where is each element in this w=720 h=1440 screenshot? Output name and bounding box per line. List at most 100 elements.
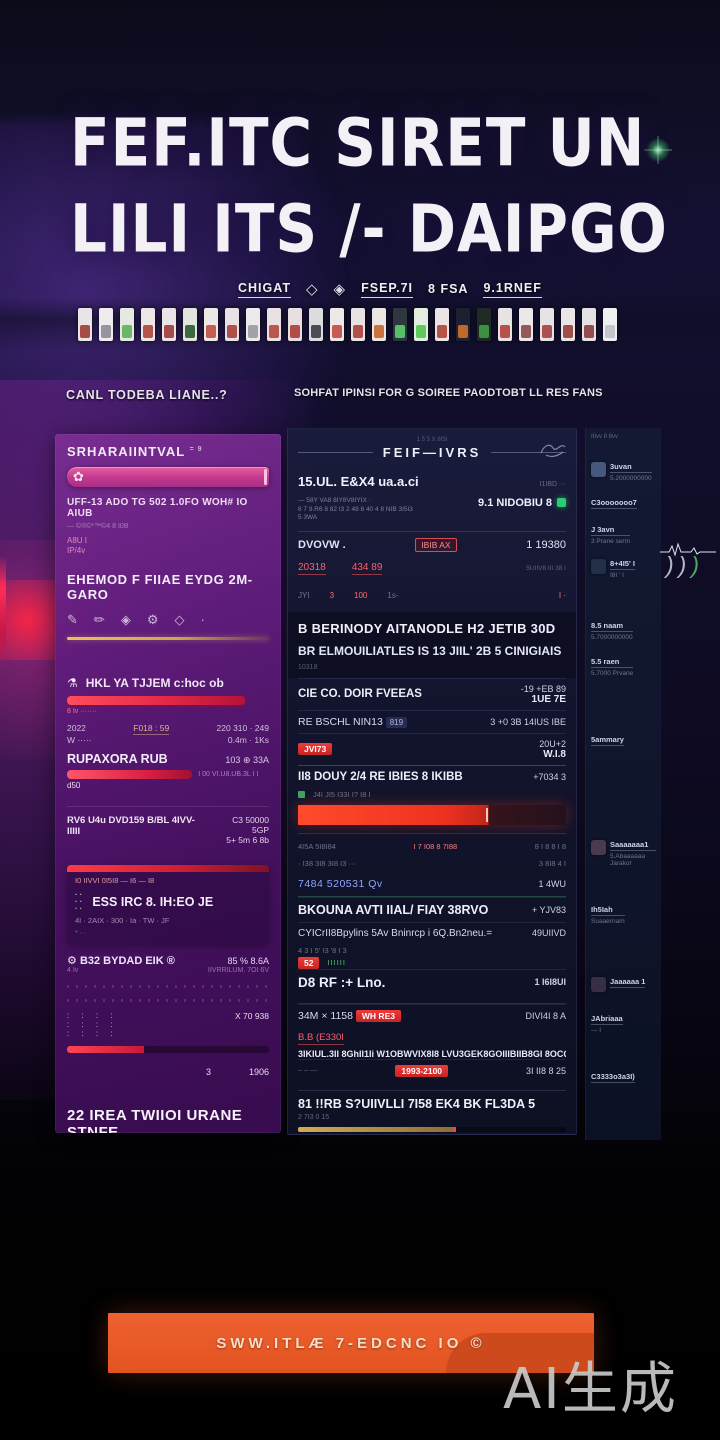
schedule-row[interactable]: D8 RF :+ Lno. 1 I6I8UI xyxy=(298,968,566,995)
schedule-row[interactable]: II8 DOUY 2/4 RE IBIES 8 IKIBB +7034 3 xyxy=(298,764,566,788)
frame-content xyxy=(416,325,426,338)
progress-track xyxy=(67,1046,269,1053)
avatar xyxy=(591,462,606,477)
row-value: 85 % 8.6A xyxy=(227,956,269,966)
sidebar-item[interactable]: Saaaaaaa1 5.Abaaaaaa Jarakor xyxy=(591,840,656,867)
film-frame-thumbnail[interactable] xyxy=(561,308,575,341)
film-frame-thumbnail[interactable] xyxy=(477,308,491,341)
ai-watermark: AI生成 xyxy=(503,1357,678,1422)
divider xyxy=(298,832,566,834)
film-frame-thumbnail[interactable] xyxy=(540,308,554,341)
center-row-1[interactable]: 15.UL. E&X4 ua.a.ci I1IBD ··· xyxy=(298,474,566,489)
frame-content xyxy=(164,325,174,338)
film-frame-thumbnail[interactable] xyxy=(99,308,113,341)
left-card[interactable]: I0 IIVVI 0I5I8 — I6 — I8 ·· ·· ·· ESS IRC … xyxy=(67,865,269,944)
row-value: +7034 3 xyxy=(533,771,566,782)
sidebar-item[interactable]: J 3avn 3 Prane serm xyxy=(591,525,656,545)
film-frame-thumbnail[interactable] xyxy=(456,308,470,341)
sidebar-item-sub: Suaaernam xyxy=(591,918,625,925)
tag-icon[interactable]: ◇ xyxy=(174,612,185,627)
film-frame-thumbnail[interactable] xyxy=(78,308,92,341)
film-frame-thumbnail[interactable] xyxy=(330,308,344,341)
sidebar-item-title: 3uvan xyxy=(610,462,652,473)
film-frame-thumbnail[interactable] xyxy=(162,308,176,341)
film-frame-thumbnail[interactable] xyxy=(498,308,512,341)
sidebar-item[interactable]: 8+4I5' I I8I ' I xyxy=(591,559,656,579)
film-frame-thumbnail[interactable] xyxy=(414,308,428,341)
frame-content xyxy=(605,325,615,338)
sub-value: IIVRRILUM. 7OI 6V xyxy=(207,967,269,974)
sub-tag: 4 Iv xyxy=(67,967,79,974)
film-frame-thumbnail[interactable] xyxy=(225,308,239,341)
film-frame-thumbnail[interactable] xyxy=(435,308,449,341)
green-dot xyxy=(298,790,305,798)
center-row-2[interactable]: DVOVW . IBIB AX 1 19380 xyxy=(298,537,566,552)
film-frame-thumbnail[interactable] xyxy=(288,308,302,341)
red-note: B.B (E330I xyxy=(298,1031,344,1045)
sidebar-item-text: C3333o3a3I) xyxy=(591,1072,635,1085)
card-title-row: ·· ·· ·· ESS IRC 8. IH:EO JE xyxy=(67,885,269,914)
diamond-icon[interactable]: ◈ xyxy=(120,612,131,627)
stat-year: 2022 xyxy=(67,723,86,733)
section-title: RUPAXORA RUB xyxy=(67,752,168,766)
film-frame-thumbnail[interactable] xyxy=(309,308,323,341)
film-frame-thumbnail[interactable] xyxy=(246,308,260,341)
nav-item-2[interactable]: FSEP.7I xyxy=(361,281,414,298)
stat-sub: W ····· xyxy=(67,735,92,745)
blue-value: 7484 520531 Qv xyxy=(298,877,383,890)
schedule-row[interactable]: JVI73 20U+2 W.I.8 xyxy=(298,732,566,765)
film-frame-thumbnail[interactable] xyxy=(393,308,407,341)
sidebar-item[interactable]: Jaaaaaa 1 xyxy=(591,977,656,992)
blue-row[interactable]: 7484 520531 Qv 1 4WU xyxy=(298,878,566,890)
frame-content xyxy=(269,325,279,338)
sidebar-item[interactable]: Ih5Iah Suaaernam xyxy=(591,905,656,925)
schedule-row[interactable]: BKOUNA AVTI IIAL/ FIAY 38RVO + YJV83 xyxy=(298,896,566,922)
red-chip: JVI73 xyxy=(298,743,333,755)
flower-icon: ✿ xyxy=(73,469,84,484)
sidebar-item[interactable]: 8.5 naam 5.7000000000 xyxy=(591,621,656,641)
website-banner-button[interactable]: SWW.ITLÆ 7-EDCNC IO © xyxy=(108,1313,594,1373)
sidebar-item[interactable]: JAbriaaa — I xyxy=(591,1014,656,1034)
film-frame-thumbnail[interactable] xyxy=(141,308,155,341)
pen-icon[interactable]: ✎ xyxy=(67,612,78,627)
film-frame-thumbnail[interactable] xyxy=(120,308,134,341)
left-row5[interactable]: ⚙ B32 BYDAD EIK ® 85 % 8.6A xyxy=(67,954,269,967)
sidebar-item[interactable]: C3ooooooo7 xyxy=(591,498,656,511)
nav-item-3[interactable]: 8 FSA xyxy=(428,282,469,296)
sidebar-item-text: 5.5 raen 5.7000 Prvane xyxy=(591,657,634,677)
token: 4I5A 5I8I84 xyxy=(298,841,336,851)
token-row: J4I JI5 I33I I? I8 I xyxy=(298,790,566,799)
token: 3 8I8 4 I xyxy=(538,858,566,868)
schedule-row[interactable]: RE BSCHL NIN13 819 3 +0 3B 14IUS IBE xyxy=(298,709,566,733)
film-frame-thumbnail[interactable] xyxy=(603,308,617,341)
film-frame-thumbnail[interactable] xyxy=(183,308,197,341)
schedule-row[interactable]: CIE CO. DOIR FVEEAS -19 +EB 89 1UE 7E xyxy=(298,677,566,710)
banner-label: SWW.ITLÆ 7-EDCNC IO © xyxy=(216,1334,486,1352)
sidebar-item-text: C3ooooooo7 xyxy=(591,498,637,511)
sidebar-item-sub: 5.7000000000 xyxy=(591,634,633,641)
schedule-row[interactable]: – – –– 1993-2100 3I II8 8 25 xyxy=(298,1058,566,1082)
green-status-chip xyxy=(557,498,566,507)
center-panel: 1 5 5 X 8I5I FEIF—IVRS 15.UL. E&X4 ua.a.… xyxy=(287,428,577,1135)
gear-icon: ⚙ xyxy=(67,955,77,967)
schedule-row[interactable]: CYICrII8Bpylins 5Av Bninrcp i 6Q.Bn2neu.… xyxy=(298,921,566,944)
schedule-row[interactable]: 34M × 1158 WH RE3 DIVI4I 8 A xyxy=(298,1003,566,1027)
card-footer: * ··· xyxy=(75,930,87,937)
row-title: 15.UL. E&X4 ua.a.ci xyxy=(298,474,419,489)
film-frame-thumbnail[interactable] xyxy=(582,308,596,341)
pencil-icon[interactable]: ✏ xyxy=(93,612,105,627)
film-frame-thumbnail[interactable] xyxy=(267,308,281,341)
row-label: BKOUNA AVTI IIAL/ FIAY 38RVO xyxy=(298,902,489,917)
film-frame-thumbnail[interactable] xyxy=(372,308,386,341)
film-frame-thumbnail[interactable] xyxy=(351,308,365,341)
film-frame-thumbnail[interactable] xyxy=(204,308,218,341)
sidebar-item[interactable]: C3333o3a3I) xyxy=(591,1072,656,1085)
nav-item-1[interactable]: CHIGAT xyxy=(238,281,291,298)
nav-item-4[interactable]: 9.1RNEF xyxy=(483,281,542,298)
sidebar-item[interactable]: 3uvan 5.2000000000 xyxy=(591,462,656,482)
film-frame-thumbnail[interactable] xyxy=(519,308,533,341)
gear-icon[interactable]: ⚙ xyxy=(146,612,159,627)
left-row4[interactable]: RV6 U4u DVD159 B/BL 4IVV-IIIII C3 50000 … xyxy=(67,806,269,845)
sidebar-item[interactable]: 5ammary xyxy=(591,735,656,748)
sidebar-item[interactable]: 5.5 raen 5.7000 Prvane xyxy=(591,657,656,677)
